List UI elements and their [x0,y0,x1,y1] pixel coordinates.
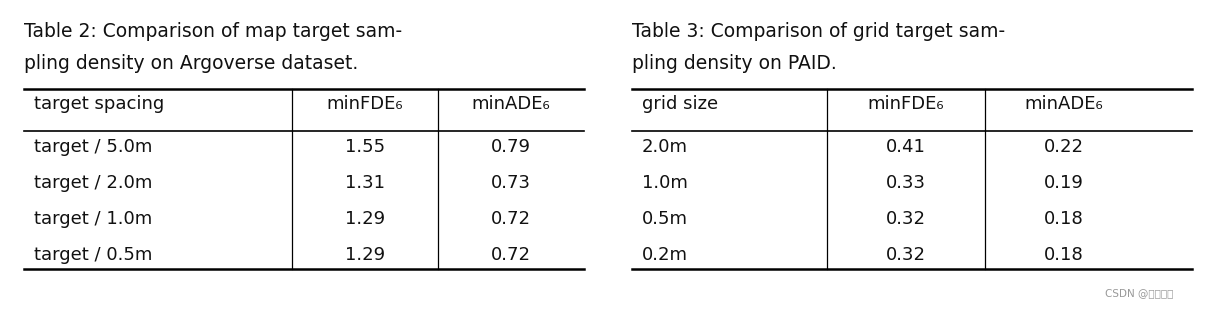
Text: 0.32: 0.32 [886,210,925,228]
Text: 0.73: 0.73 [491,174,530,192]
Text: 1.29: 1.29 [345,210,384,228]
Text: Table 3: Comparison of grid target sam-: Table 3: Comparison of grid target sam- [632,22,1006,41]
Text: Table 2: Comparison of map target sam-: Table 2: Comparison of map target sam- [24,22,402,41]
Text: 0.41: 0.41 [886,138,925,156]
Text: CSDN @光光同学: CSDN @光光同学 [1105,289,1173,299]
Text: 1.55: 1.55 [345,138,384,156]
Text: 0.18: 0.18 [1045,210,1083,228]
Text: 2.0m: 2.0m [642,138,688,156]
Text: 0.19: 0.19 [1045,174,1083,192]
Text: 0.22: 0.22 [1045,138,1083,156]
Text: target / 2.0m: target / 2.0m [34,174,152,192]
Text: pling density on Argoverse dataset.: pling density on Argoverse dataset. [24,54,359,73]
Text: 1.0m: 1.0m [642,174,688,192]
Text: minFDE₆: minFDE₆ [326,95,404,113]
Text: 0.32: 0.32 [886,246,925,264]
Text: 0.18: 0.18 [1045,246,1083,264]
Text: 1.29: 1.29 [345,246,384,264]
Text: target / 0.5m: target / 0.5m [34,246,152,264]
Text: 0.5m: 0.5m [642,210,688,228]
Text: 0.79: 0.79 [491,138,530,156]
Text: grid size: grid size [642,95,719,113]
Text: 1.31: 1.31 [345,174,384,192]
Text: 0.72: 0.72 [491,246,530,264]
Text: minFDE₆: minFDE₆ [867,95,945,113]
Text: target spacing: target spacing [34,95,164,113]
Text: 0.33: 0.33 [886,174,925,192]
Text: minADE₆: minADE₆ [472,95,550,113]
Text: minADE₆: minADE₆ [1025,95,1103,113]
Text: pling density on PAID.: pling density on PAID. [632,54,837,73]
Text: target / 5.0m: target / 5.0m [34,138,152,156]
Text: 0.2m: 0.2m [642,246,688,264]
Text: target / 1.0m: target / 1.0m [34,210,152,228]
Text: 0.72: 0.72 [491,210,530,228]
